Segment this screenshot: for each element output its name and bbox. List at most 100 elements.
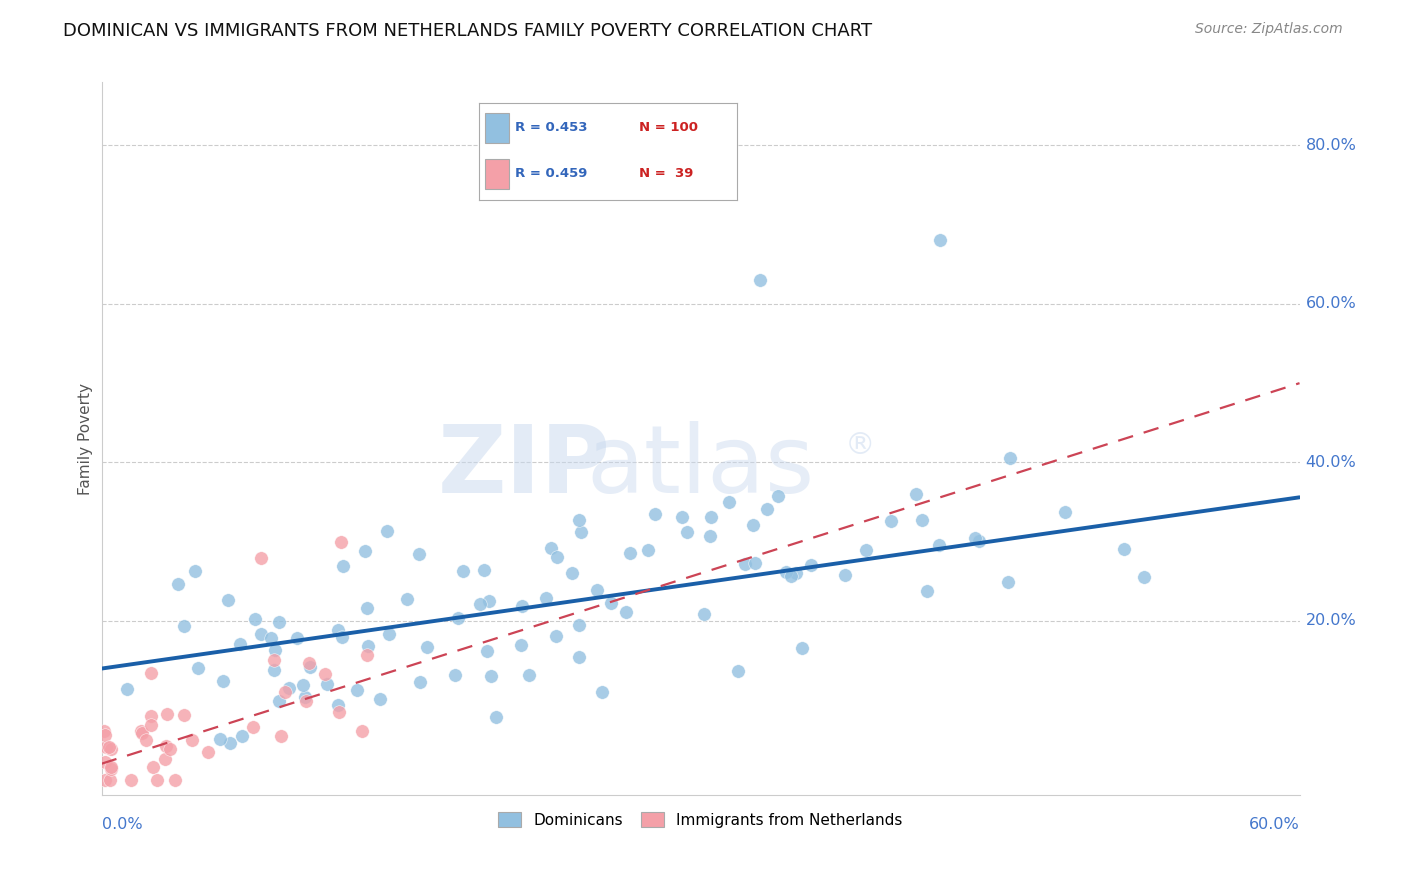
- Point: [586, 582, 609, 597]
- Point: [370, 692, 392, 706]
- Point: [637, 543, 659, 558]
- Point: [100, 762, 122, 776]
- Point: [264, 643, 287, 657]
- Point: [117, 681, 139, 696]
- Point: [915, 584, 938, 599]
- Point: [298, 656, 321, 670]
- Point: [536, 591, 558, 605]
- Point: [211, 674, 233, 689]
- Point: [98, 740, 121, 755]
- Point: [880, 514, 903, 528]
- Point: [510, 599, 533, 614]
- Point: [285, 632, 308, 646]
- Point: [911, 512, 934, 526]
- Point: [744, 556, 766, 570]
- Point: [408, 547, 430, 561]
- Point: [242, 720, 264, 734]
- Point: [905, 487, 928, 501]
- Point: [742, 517, 765, 532]
- Point: [120, 772, 142, 787]
- Point: [967, 533, 990, 548]
- Point: [209, 731, 232, 746]
- Point: [700, 510, 723, 524]
- Point: [156, 706, 179, 721]
- Point: [855, 543, 877, 558]
- Text: 20.0%: 20.0%: [1306, 614, 1357, 629]
- Point: [619, 545, 641, 559]
- Point: [98, 772, 121, 787]
- Point: [614, 605, 637, 619]
- Text: Source: ZipAtlas.com: Source: ZipAtlas.com: [1195, 22, 1343, 37]
- Point: [561, 566, 583, 581]
- Point: [139, 718, 162, 732]
- Point: [197, 745, 219, 759]
- Point: [93, 724, 115, 739]
- Point: [142, 760, 165, 774]
- Point: [292, 678, 315, 692]
- Point: [263, 663, 285, 677]
- Point: [243, 613, 266, 627]
- Point: [263, 652, 285, 666]
- Point: [357, 640, 380, 654]
- Point: [231, 729, 253, 743]
- Point: [100, 760, 122, 774]
- Point: [478, 594, 501, 608]
- Point: [451, 564, 474, 578]
- Point: [484, 710, 506, 724]
- Point: [479, 669, 502, 683]
- Point: [997, 575, 1019, 590]
- Point: [229, 637, 252, 651]
- Y-axis label: Family Poverty: Family Poverty: [79, 383, 93, 495]
- Point: [187, 660, 209, 674]
- Point: [94, 739, 117, 754]
- Point: [409, 675, 432, 690]
- Point: [734, 557, 756, 571]
- Point: [415, 640, 437, 655]
- Point: [260, 631, 283, 645]
- Point: [217, 592, 239, 607]
- Point: [356, 648, 378, 662]
- Text: ®: ®: [845, 432, 875, 460]
- Point: [94, 727, 117, 741]
- Point: [173, 619, 195, 633]
- Text: atlas: atlas: [586, 421, 814, 513]
- Point: [159, 742, 181, 756]
- Point: [173, 708, 195, 723]
- Point: [780, 569, 803, 583]
- Point: [294, 690, 316, 704]
- Point: [1053, 506, 1076, 520]
- Point: [717, 495, 740, 509]
- Text: 0.0%: 0.0%: [101, 817, 142, 832]
- Point: [163, 772, 186, 787]
- Text: DOMINICAN VS IMMIGRANTS FROM NETHERLANDS FAMILY POVERTY CORRELATION CHART: DOMINICAN VS IMMIGRANTS FROM NETHERLANDS…: [63, 22, 872, 40]
- Point: [270, 729, 292, 743]
- Point: [699, 528, 721, 542]
- Point: [316, 677, 339, 691]
- Point: [671, 510, 693, 524]
- Point: [766, 489, 789, 503]
- Point: [963, 531, 986, 545]
- Point: [155, 739, 177, 753]
- Point: [94, 755, 117, 769]
- Text: 60.0%: 60.0%: [1249, 817, 1299, 832]
- Point: [591, 685, 613, 699]
- Point: [330, 534, 353, 549]
- Point: [332, 559, 354, 574]
- Legend: Dominicans, Immigrants from Netherlands: Dominicans, Immigrants from Netherlands: [492, 806, 910, 834]
- Point: [749, 273, 772, 287]
- Text: 60.0%: 60.0%: [1306, 296, 1357, 311]
- Point: [1132, 570, 1154, 584]
- Point: [509, 638, 531, 652]
- Point: [544, 629, 567, 643]
- Point: [444, 668, 467, 682]
- Point: [314, 667, 336, 681]
- Point: [378, 627, 401, 641]
- Point: [180, 733, 202, 747]
- Point: [328, 623, 350, 637]
- Point: [644, 507, 666, 521]
- Point: [540, 541, 562, 555]
- Point: [100, 742, 122, 756]
- Point: [267, 615, 290, 630]
- Point: [94, 772, 117, 787]
- Point: [141, 709, 163, 723]
